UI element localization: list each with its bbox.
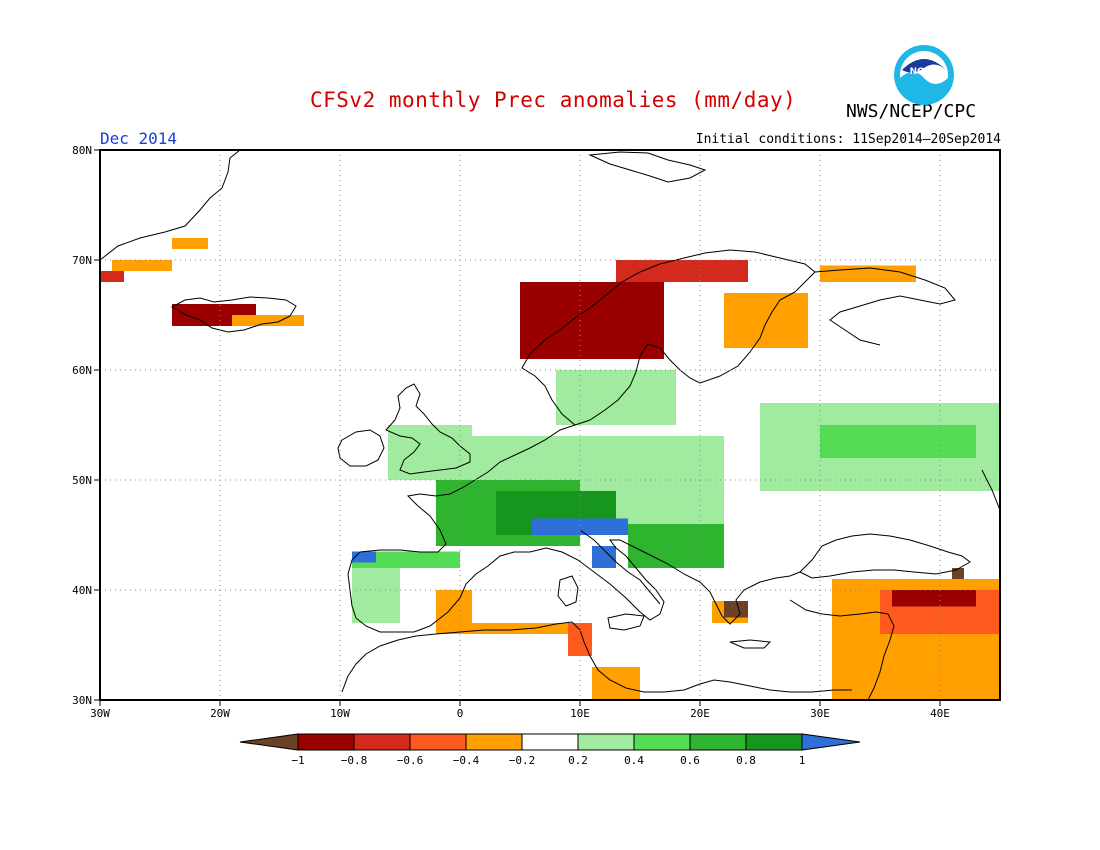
scandinavia-coast bbox=[521, 249, 816, 426]
noaa-logo-icon: NOAA bbox=[894, 45, 954, 105]
europe-coast bbox=[347, 424, 801, 633]
lon-label: 10E bbox=[570, 707, 590, 720]
lat-label: 30N bbox=[72, 694, 92, 707]
legend-tick-label: −0.2 bbox=[509, 754, 536, 767]
legend-tick-label: 0.2 bbox=[568, 754, 588, 767]
lon-label: 20W bbox=[210, 707, 230, 720]
lon-label: 40E bbox=[930, 707, 950, 720]
anomaly-norway-coast-dry bbox=[520, 282, 664, 359]
africa-coast bbox=[341, 621, 852, 693]
legend-tick-label: 0.8 bbox=[736, 754, 756, 767]
anomaly-scandinavia-south-wet bbox=[556, 370, 676, 425]
britain-coast bbox=[385, 383, 471, 475]
legend-swatch bbox=[465, 733, 523, 751]
legend-swatch bbox=[297, 733, 355, 751]
legend-swatch bbox=[409, 733, 467, 751]
anomaly-balkans-wet bbox=[628, 524, 724, 568]
longitude-labels: 30W 20W 10W 0 10E 20E 30E 40E bbox=[90, 700, 950, 720]
italy-coast bbox=[579, 529, 661, 605]
anomaly-russia-wet-2 bbox=[820, 425, 976, 458]
legend-arrow-high bbox=[801, 733, 861, 751]
legend-swatch bbox=[577, 733, 635, 751]
black-sea-coast bbox=[799, 533, 971, 579]
turkey-coast bbox=[789, 599, 895, 700]
legend-swatch bbox=[689, 733, 747, 751]
lat-label: 50N bbox=[72, 474, 92, 487]
lat-label: 40N bbox=[72, 584, 92, 597]
legend-swatch bbox=[633, 733, 691, 751]
ireland-coast bbox=[337, 429, 385, 467]
legend-tick-label: −0.6 bbox=[397, 754, 424, 767]
initial-conditions-label: Initial conditions: 11Sep2014–20Sep2014 bbox=[695, 132, 1001, 147]
lon-label: 30E bbox=[810, 707, 830, 720]
lat-label: 70N bbox=[72, 254, 92, 267]
lon-label: 10W bbox=[330, 707, 350, 720]
anomaly-caucasus-very-dry bbox=[952, 568, 964, 579]
legend-tick-label: −0.8 bbox=[341, 754, 368, 767]
sardinia-coast bbox=[557, 575, 579, 607]
coastlines bbox=[100, 150, 1000, 700]
anomaly-iberia-nw-very-wet bbox=[352, 551, 376, 563]
legend-swatch bbox=[521, 733, 579, 751]
anomaly-greenland-coast-dry bbox=[112, 260, 172, 271]
sicily-coast bbox=[607, 613, 645, 631]
anomaly-greece-very-dry bbox=[724, 601, 748, 618]
latitude-labels: 80N 70N 60N 50N 40N 30N bbox=[72, 144, 100, 707]
legend-tick-label: 0.4 bbox=[624, 754, 644, 767]
lat-label: 60N bbox=[72, 364, 92, 377]
lon-label: 20E bbox=[690, 707, 710, 720]
legend-swatch bbox=[353, 733, 411, 751]
anomaly-north-africa-dry bbox=[460, 623, 580, 634]
legend-tick-label: 1 bbox=[799, 754, 806, 767]
anomaly-norway-coast-dry-2 bbox=[616, 260, 748, 282]
iceland-coast bbox=[170, 296, 297, 333]
anomaly-greenland-coast-dry-2 bbox=[100, 271, 124, 282]
lat-label: 80N bbox=[72, 144, 92, 157]
legend-swatch bbox=[745, 733, 803, 751]
anomaly-layer bbox=[100, 238, 1000, 700]
graticule bbox=[100, 150, 1000, 700]
color-legend: −1 −0.8 −0.6 −0.4 −0.2 0.2 0.4 0.6 0.8 1 bbox=[239, 733, 861, 767]
svalbard-coast bbox=[588, 151, 707, 183]
chart-title: CFSv2 monthly Prec anomalies (mm/day) bbox=[310, 88, 797, 112]
lon-label: 0 bbox=[457, 707, 464, 720]
anomaly-turkey-very-dry bbox=[892, 590, 976, 607]
legend-arrow-low bbox=[239, 733, 299, 751]
anomaly-greenland-east-dry bbox=[172, 238, 208, 249]
legend-tick-label: −0.4 bbox=[453, 754, 480, 767]
anomaly-alps-very-wet bbox=[532, 518, 628, 535]
lon-label: 30W bbox=[90, 707, 110, 720]
caspian-coast bbox=[981, 469, 1000, 511]
agency-label: NWS/NCEP/CPC bbox=[846, 101, 977, 122]
legend-tick-label: −1 bbox=[291, 754, 304, 767]
anomaly-iceland-dry-2 bbox=[232, 315, 304, 326]
target-month-label: Dec 2014 bbox=[100, 129, 178, 148]
anomaly-finland-dry bbox=[724, 293, 808, 348]
noaa-logo-text: NOAA bbox=[910, 67, 939, 77]
kola-coast bbox=[814, 267, 956, 346]
crete-coast bbox=[729, 639, 772, 649]
map-frame bbox=[99, 149, 1001, 701]
greenland-coast bbox=[100, 150, 241, 261]
anomaly-italy-very-wet bbox=[592, 546, 616, 568]
legend-tick-label: 0.6 bbox=[680, 754, 700, 767]
anomaly-iberia-north-wet bbox=[352, 551, 460, 568]
